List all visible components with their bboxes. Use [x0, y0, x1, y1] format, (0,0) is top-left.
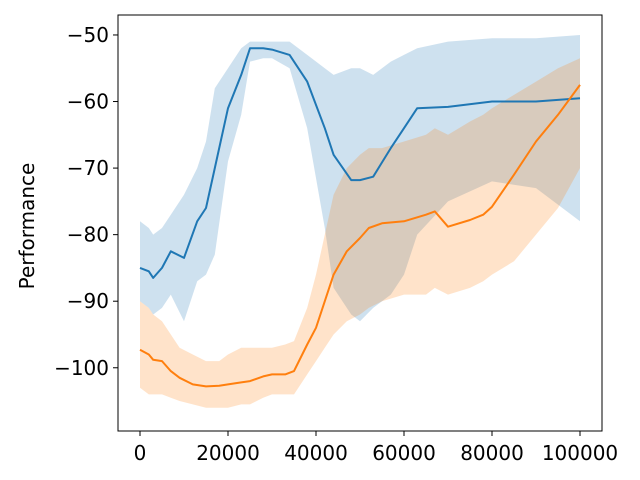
confidence-bands: [140, 35, 580, 408]
series-2-band: [140, 58, 580, 408]
y-tick-label: −90: [67, 289, 109, 313]
y-tick-label: −50: [67, 23, 109, 47]
y-tick-label: −100: [54, 356, 109, 380]
series-1-line: [139, 47, 581, 279]
y-tick-label: −60: [67, 90, 109, 114]
x-tick-label: 80000: [460, 441, 524, 465]
y-axis: −100 −90 −80 −70 −60 −50: [54, 23, 118, 380]
x-tick-label: 0: [134, 441, 147, 465]
series-2-line: [139, 84, 581, 388]
y-tick-label: −80: [67, 223, 109, 247]
x-tick-label: 20000: [196, 441, 260, 465]
x-tick-label: 40000: [284, 441, 348, 465]
x-tick-label: 60000: [372, 441, 436, 465]
x-axis: 0 20000 40000 60000 80000 100000: [134, 431, 618, 465]
y-tick-label: −70: [67, 156, 109, 180]
y-axis-label: Performance: [15, 163, 39, 290]
series-1-band: [140, 35, 580, 322]
x-tick-label: 100000: [542, 441, 618, 465]
plot-frame: [117, 14, 603, 432]
series-lines: [139, 47, 581, 388]
